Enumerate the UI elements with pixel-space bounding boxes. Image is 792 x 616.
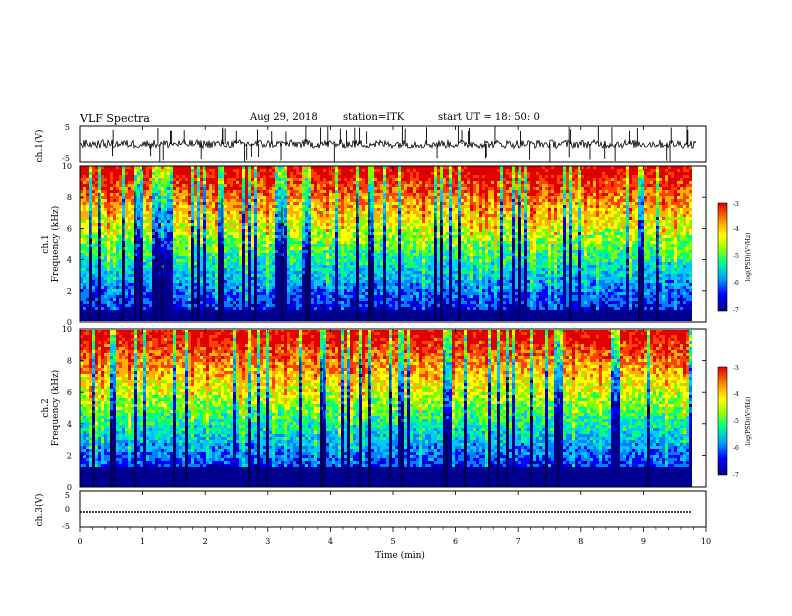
time-tick-label: 10 xyxy=(701,537,711,546)
ch1-colorbar-tick-2: -4 xyxy=(733,226,739,233)
frequency-tick-label: 10 xyxy=(62,162,72,171)
time-tick-label: 5 xyxy=(390,537,395,546)
ch1-colorbar-label: log(PSD)(V²/Hz) xyxy=(745,233,752,282)
ch2-colorbar-tick-top: -3 xyxy=(733,365,739,372)
ch1-colorbar-tick-4: -6 xyxy=(733,280,739,287)
ch1-colorbar-tick-top: -3 xyxy=(733,201,739,208)
ch1-ytick-top: 5 xyxy=(65,123,70,132)
time-tick-label: 4 xyxy=(328,537,333,546)
frequency-tick-label: 2 xyxy=(67,287,72,296)
time-tick-label: 0 xyxy=(77,537,82,546)
ch1-colorbar-tick-3: -5 xyxy=(733,253,739,260)
frequency-tick-label: 8 xyxy=(67,193,72,202)
frequency-tick-label: 8 xyxy=(67,357,72,366)
time-tick-label: 1 xyxy=(140,537,145,546)
ch2-channel-label: ch.2 xyxy=(41,398,51,417)
ch3-voltage-axis-label: ch.3(V) xyxy=(34,494,45,527)
ch2-spectrogram-image xyxy=(80,329,695,488)
ch3-ytick-top: 5 xyxy=(65,491,70,500)
frequency-tick-label: 4 xyxy=(67,420,72,429)
ch1-spectrogram-image xyxy=(80,166,695,322)
ch1-frequency-axis-label: Frequency (kHz) xyxy=(50,206,61,283)
ch1-colorbar-tick-bottom: -7 xyxy=(733,307,739,314)
figure-title: VLF Spectra xyxy=(80,112,150,125)
time-tick-label: 2 xyxy=(203,537,208,546)
time-tick-label: 8 xyxy=(578,537,583,546)
ch3-ytick-bottom: -5 xyxy=(62,522,70,531)
time-tick-label: 9 xyxy=(641,537,646,546)
ch2-frequency-axis-label: Frequency (kHz) xyxy=(50,370,61,447)
time-axis-label: Time (min) xyxy=(375,550,425,561)
time-tick-label: 7 xyxy=(516,537,521,546)
ch3-waveform-panel: ch.3(V) 5 0 -5 xyxy=(34,491,706,531)
frequency-tick-label: 6 xyxy=(67,388,72,397)
time-tick-label: 6 xyxy=(453,537,458,546)
start-ut-label: start UT = 18: 50: 0 xyxy=(438,112,540,123)
ch1-waveform-trace xyxy=(80,126,696,162)
ch2-colorbar-tick-bottom: -7 xyxy=(733,472,739,479)
ch1-colorbar: -3 -4 -5 -6 -7 log(PSD)(V²/Hz) xyxy=(718,201,752,314)
frequency-tick-label: 2 xyxy=(67,451,72,460)
ch3-ytick-mid: 0 xyxy=(65,505,70,514)
frequency-tick-label: 4 xyxy=(67,256,72,265)
ch1-voltage-axis-label: ch.1(V) xyxy=(34,130,45,163)
ch2-colorbar-label: log(PSD)(V²/Hz) xyxy=(745,397,752,446)
frequency-tick-label: 6 xyxy=(67,224,72,233)
ch2-colorbar: -3 -4 -5 -6 -7 log(PSD)(V²/Hz) xyxy=(718,365,752,479)
frequency-tick-label: 10 xyxy=(62,325,72,334)
ch1-waveform-panel: ch.1(V) 5 -5 xyxy=(34,123,706,163)
ch2-colorbar-tick-3: -5 xyxy=(733,418,739,425)
date-label: Aug 29, 2018 xyxy=(250,112,318,123)
time-tick-label: 3 xyxy=(265,537,270,546)
ch2-colorbar-tick-2: -4 xyxy=(733,391,739,398)
ch2-colorbar-tick-4: -6 xyxy=(733,445,739,452)
ch1-channel-label: ch.1 xyxy=(41,234,51,253)
station-label: station=ITK xyxy=(343,112,404,123)
